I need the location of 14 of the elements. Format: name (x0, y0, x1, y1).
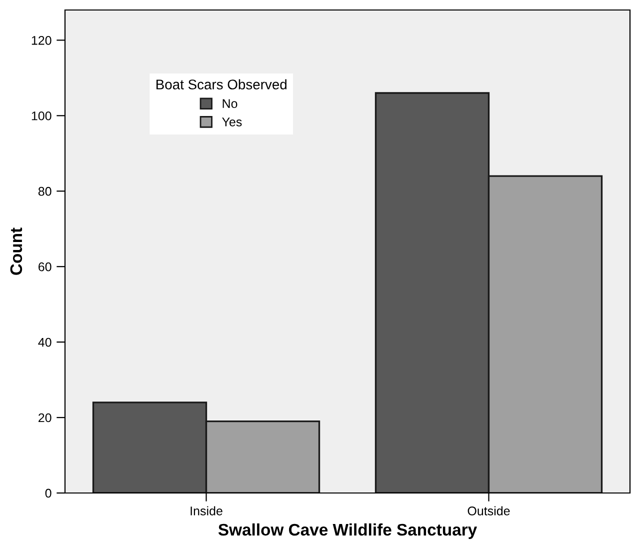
x-tick-label: Inside (190, 506, 222, 516)
y-tick-label: 100 (32, 111, 52, 120)
y-axis-title: Count (10, 228, 22, 275)
x-axis-title: Swallow Cave Wildlife Sanctuary (218, 523, 478, 539)
y-tick-label: 60 (38, 262, 52, 272)
y-tick-label: 20 (38, 413, 52, 422)
y-tick-label: 0 (45, 488, 52, 498)
legend-label: Yes (222, 118, 242, 126)
legend-title: Boat Scars Observed (156, 79, 286, 90)
y-tick-label: 120 (32, 36, 52, 45)
y-tick-label: 40 (38, 338, 52, 347)
x-tick-label: Outside (468, 506, 510, 516)
legend-label: No (222, 99, 238, 108)
y-tick-label: 80 (38, 186, 52, 196)
